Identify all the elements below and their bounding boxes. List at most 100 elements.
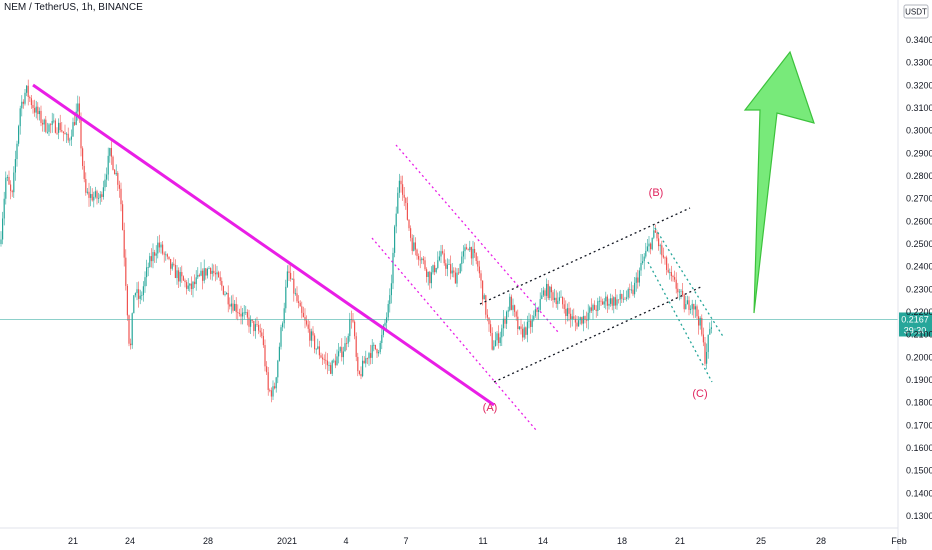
x-tick-label: 28 — [203, 536, 213, 546]
candle-body — [568, 308, 570, 314]
candle-body — [590, 307, 592, 311]
candle-body — [147, 267, 149, 268]
candle-body — [400, 180, 402, 185]
candle-body — [344, 343, 346, 352]
candle-body — [685, 304, 687, 310]
y-tick-label: 0.2700 — [906, 194, 932, 204]
candle-body — [376, 349, 378, 354]
candle-body — [664, 257, 666, 259]
candle-body — [200, 270, 202, 276]
candle-body — [112, 156, 114, 170]
candle-body — [320, 355, 322, 358]
candle-body — [402, 184, 404, 195]
candle-body — [272, 386, 274, 397]
candle-body — [654, 230, 656, 233]
candle-body — [54, 120, 56, 133]
y-tick-label: 0.3100 — [906, 103, 932, 113]
candle-body — [426, 269, 428, 277]
candle-body — [534, 309, 536, 316]
candle-body — [304, 317, 306, 321]
candle-body — [422, 258, 424, 261]
candle-body — [306, 320, 308, 325]
candle-body — [451, 270, 453, 274]
candle-body — [438, 256, 440, 261]
candle-body — [104, 179, 106, 188]
candle-body — [331, 360, 333, 374]
candle-body — [528, 320, 530, 322]
candle-body — [530, 320, 532, 327]
candle-body — [427, 271, 429, 277]
candle-body — [594, 304, 596, 310]
candle-body — [146, 267, 148, 278]
candle-body — [462, 251, 464, 257]
candle-body — [251, 319, 253, 321]
candle-body — [82, 148, 84, 166]
candle-body — [211, 270, 213, 274]
candle-body — [114, 169, 116, 175]
candle-body — [626, 297, 628, 299]
candle-body — [109, 147, 111, 156]
candle-body — [138, 289, 140, 299]
candle-body — [157, 242, 159, 254]
candle-body — [75, 111, 77, 125]
wave-label-a: (A) — [483, 402, 498, 414]
candle-body — [99, 194, 101, 198]
candle-body — [566, 308, 568, 317]
candle-body — [602, 301, 604, 305]
candle-body — [346, 343, 348, 344]
candle-body — [165, 254, 167, 256]
candle-body — [170, 259, 172, 269]
candle-body — [333, 360, 335, 362]
candle-body — [384, 322, 386, 326]
candle-body — [318, 346, 320, 356]
candle-body — [603, 301, 605, 305]
y-tick-label: 0.1500 — [906, 466, 932, 476]
candle-body — [93, 196, 95, 201]
candle-body — [210, 268, 212, 274]
candle-body — [171, 263, 173, 269]
candle-body — [683, 295, 685, 310]
candle-body — [232, 303, 234, 311]
y-tick-label: 0.1700 — [906, 420, 932, 430]
candle-body — [357, 356, 359, 372]
x-tick-label: 11 — [478, 536, 487, 546]
candle-body — [616, 299, 618, 306]
candle-body — [646, 246, 648, 251]
candle-body — [134, 293, 136, 296]
candle-body — [573, 316, 575, 319]
candle-body — [243, 312, 245, 314]
y-tick-label: 0.3400 — [906, 35, 932, 45]
candle-body — [456, 272, 458, 284]
candle-body — [430, 272, 432, 284]
candle-body — [557, 300, 559, 305]
candle-body — [208, 268, 210, 269]
candle-body — [347, 336, 349, 344]
chart-title: NEM / TetherUS, 1h, BINANCE — [4, 2, 143, 13]
candle-body — [486, 314, 488, 318]
candle-body — [189, 283, 191, 286]
candle-body — [611, 298, 613, 306]
candle-body — [418, 256, 420, 260]
candle-body — [360, 374, 362, 377]
candle-body — [592, 304, 594, 311]
x-tick-label: 2021 — [277, 536, 297, 546]
wave-label-c: (C) — [692, 388, 707, 400]
candle-body — [520, 326, 522, 329]
candle-body — [386, 317, 388, 323]
candle-body — [174, 264, 176, 278]
candle-body — [286, 271, 288, 287]
candle-body — [190, 283, 192, 290]
candle-body — [522, 328, 524, 338]
candle-body — [621, 294, 623, 299]
candle-body — [550, 286, 552, 293]
candle-body — [254, 324, 256, 332]
candle-body — [406, 203, 408, 220]
candle-body — [222, 286, 224, 295]
candle-body — [78, 103, 80, 120]
candle-body — [694, 306, 696, 310]
candle-body — [102, 187, 104, 197]
candle-body — [27, 85, 29, 97]
candle-body — [40, 110, 42, 123]
candle-body — [179, 272, 181, 282]
